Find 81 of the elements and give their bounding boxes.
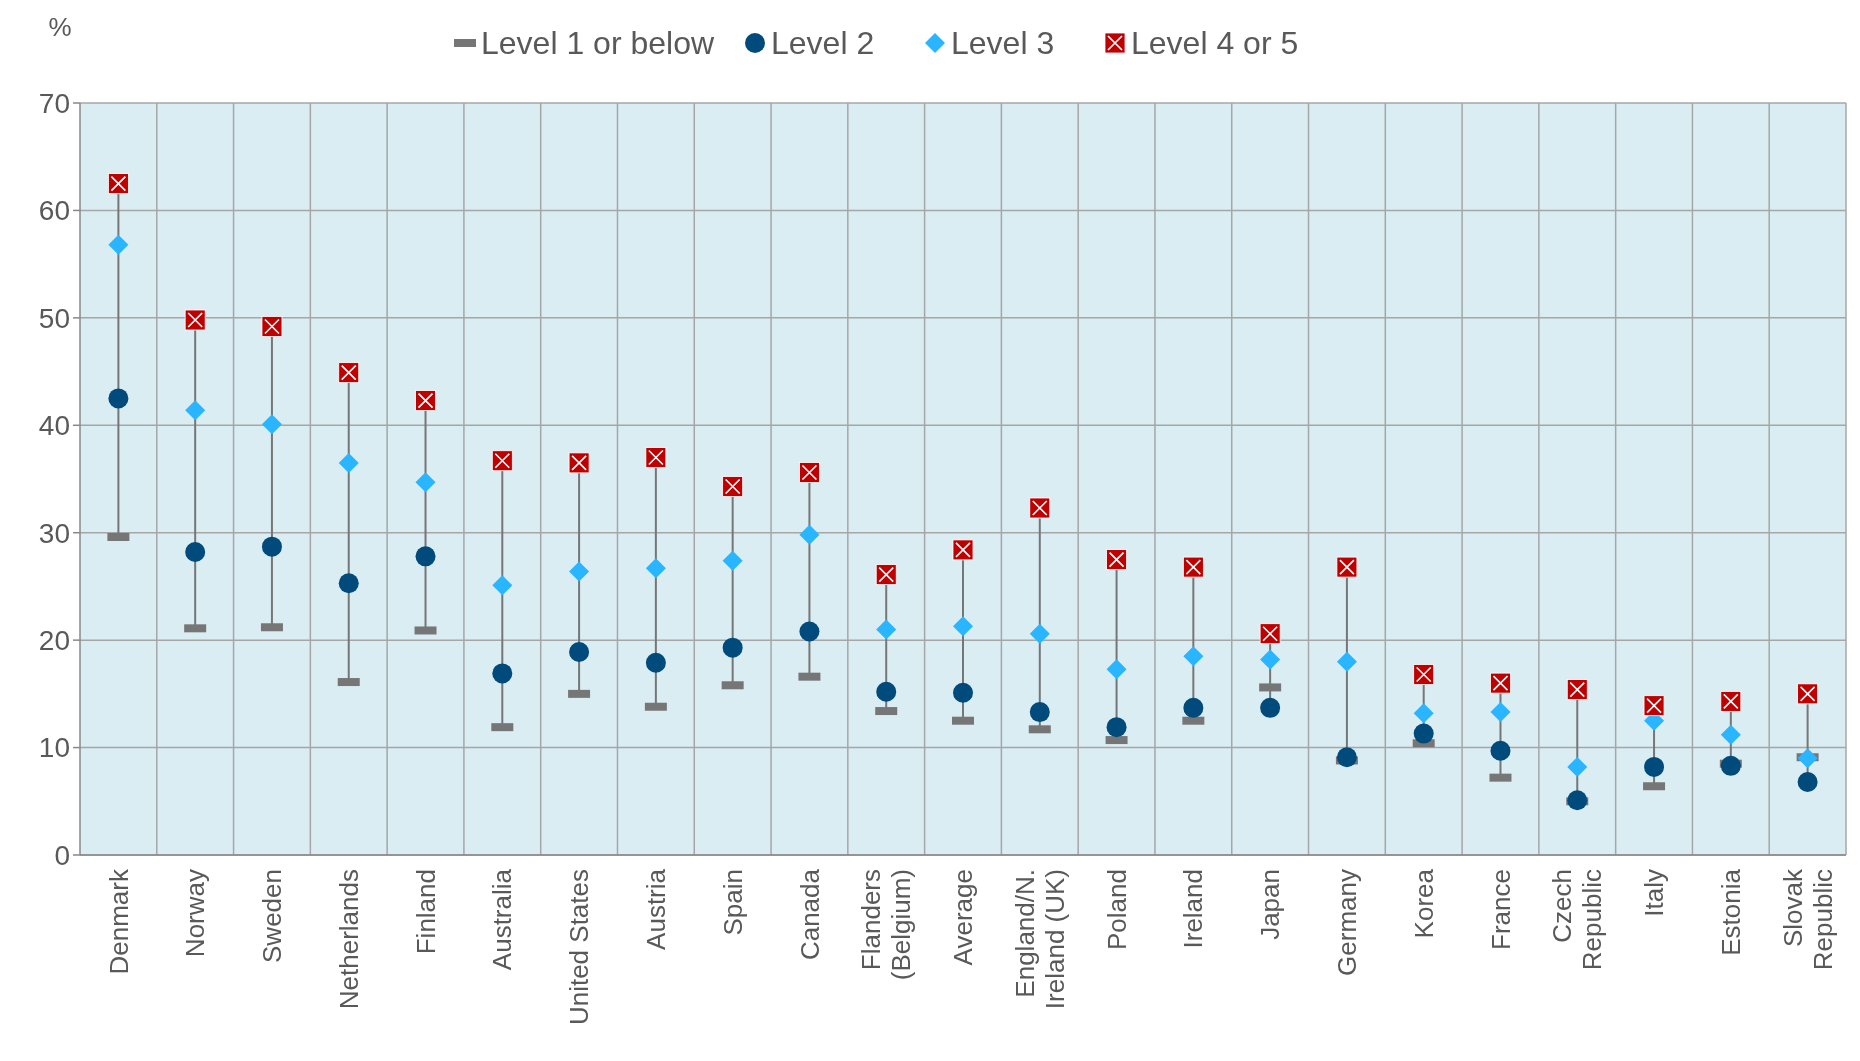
- legend-label: Level 1 or below: [481, 25, 715, 62]
- x-tick-label: Average: [948, 869, 979, 966]
- y-tick-label: 30: [38, 517, 70, 549]
- x-tick-label: Flanders (Belgium): [856, 869, 917, 981]
- x-tick-label: United States: [564, 869, 595, 1026]
- x-tick-label: Ireland: [1178, 869, 1209, 949]
- point: [1413, 703, 1434, 724]
- point: [1567, 756, 1588, 777]
- x-tick-label: Germany: [1332, 869, 1363, 976]
- point: [645, 652, 666, 673]
- point: [1106, 659, 1127, 680]
- point: [1260, 649, 1281, 670]
- point: [799, 621, 820, 642]
- point: [953, 616, 973, 637]
- x-tick-label: Korea: [1408, 868, 1439, 939]
- point: [876, 619, 897, 640]
- point: [799, 524, 820, 545]
- point: [1413, 723, 1434, 744]
- y-tick-label: 70: [38, 87, 70, 119]
- point: [1260, 697, 1281, 718]
- y-tick-label: 50: [38, 302, 70, 334]
- point: [1106, 717, 1127, 738]
- point: [492, 663, 513, 684]
- point: [261, 536, 282, 557]
- point: [1336, 651, 1357, 672]
- y-tick-label: 40: [38, 410, 70, 442]
- x-tick-label: Canada: [794, 868, 825, 961]
- y-tick-label: 60: [38, 195, 70, 227]
- legend-label: Level 2: [771, 25, 875, 62]
- legend-label: Level 4 or 5: [1131, 25, 1299, 62]
- point: [1490, 740, 1511, 761]
- point: [1183, 646, 1204, 667]
- point: [1336, 747, 1357, 768]
- x-tick-label: Estonia: [1715, 868, 1746, 956]
- x-tick-label: Australia: [487, 868, 518, 971]
- point: [645, 558, 666, 579]
- point: [1490, 702, 1511, 723]
- point: [1029, 623, 1050, 644]
- point: [338, 573, 359, 594]
- point: [415, 472, 436, 493]
- point: [108, 234, 129, 255]
- point: [1183, 697, 1204, 718]
- point: [1567, 790, 1588, 811]
- point: [876, 681, 897, 702]
- point: [1720, 724, 1741, 745]
- point: [1029, 702, 1050, 723]
- point: [1797, 748, 1818, 769]
- point: [722, 637, 743, 658]
- x-tick-label: Netherlands: [333, 869, 364, 1010]
- x-tick-label: England/N. Ireland (UK): [1009, 869, 1070, 1010]
- point: [569, 641, 590, 662]
- x-tick-label: Italy: [1639, 869, 1670, 917]
- x-tick-label: Spain: [717, 869, 748, 936]
- y-tick-label: 20: [38, 624, 70, 656]
- x-tick-label: Denmark: [103, 868, 134, 975]
- point: [722, 550, 743, 571]
- y-tick-label: 0: [54, 839, 70, 871]
- legend-label: Level 3: [951, 25, 1055, 62]
- x-tick-label: Austria: [640, 868, 671, 950]
- point: [338, 452, 359, 473]
- x-tick-label: Slovak Republic: [1777, 868, 1838, 971]
- y-tick-label: 10: [38, 732, 70, 764]
- x-tick-label: Sweden: [257, 869, 288, 963]
- point: [185, 542, 206, 563]
- point: [1797, 771, 1818, 792]
- x-tick-label: Finland: [410, 869, 441, 955]
- point: [185, 400, 206, 421]
- x-tick-label: Japan: [1255, 869, 1286, 940]
- x-tick-label: Czech Republic: [1547, 869, 1608, 971]
- y-axis-title: %: [48, 12, 72, 42]
- x-tick-label: France: [1485, 869, 1516, 950]
- point: [108, 388, 129, 409]
- point: [261, 414, 282, 435]
- point: [415, 546, 436, 567]
- point: [492, 575, 513, 596]
- x-tick-label: Poland: [1101, 869, 1132, 950]
- point: [1644, 756, 1665, 777]
- point: [1720, 755, 1741, 776]
- point: [569, 561, 590, 582]
- point: [953, 682, 973, 703]
- x-tick-label: Norway: [180, 869, 211, 958]
